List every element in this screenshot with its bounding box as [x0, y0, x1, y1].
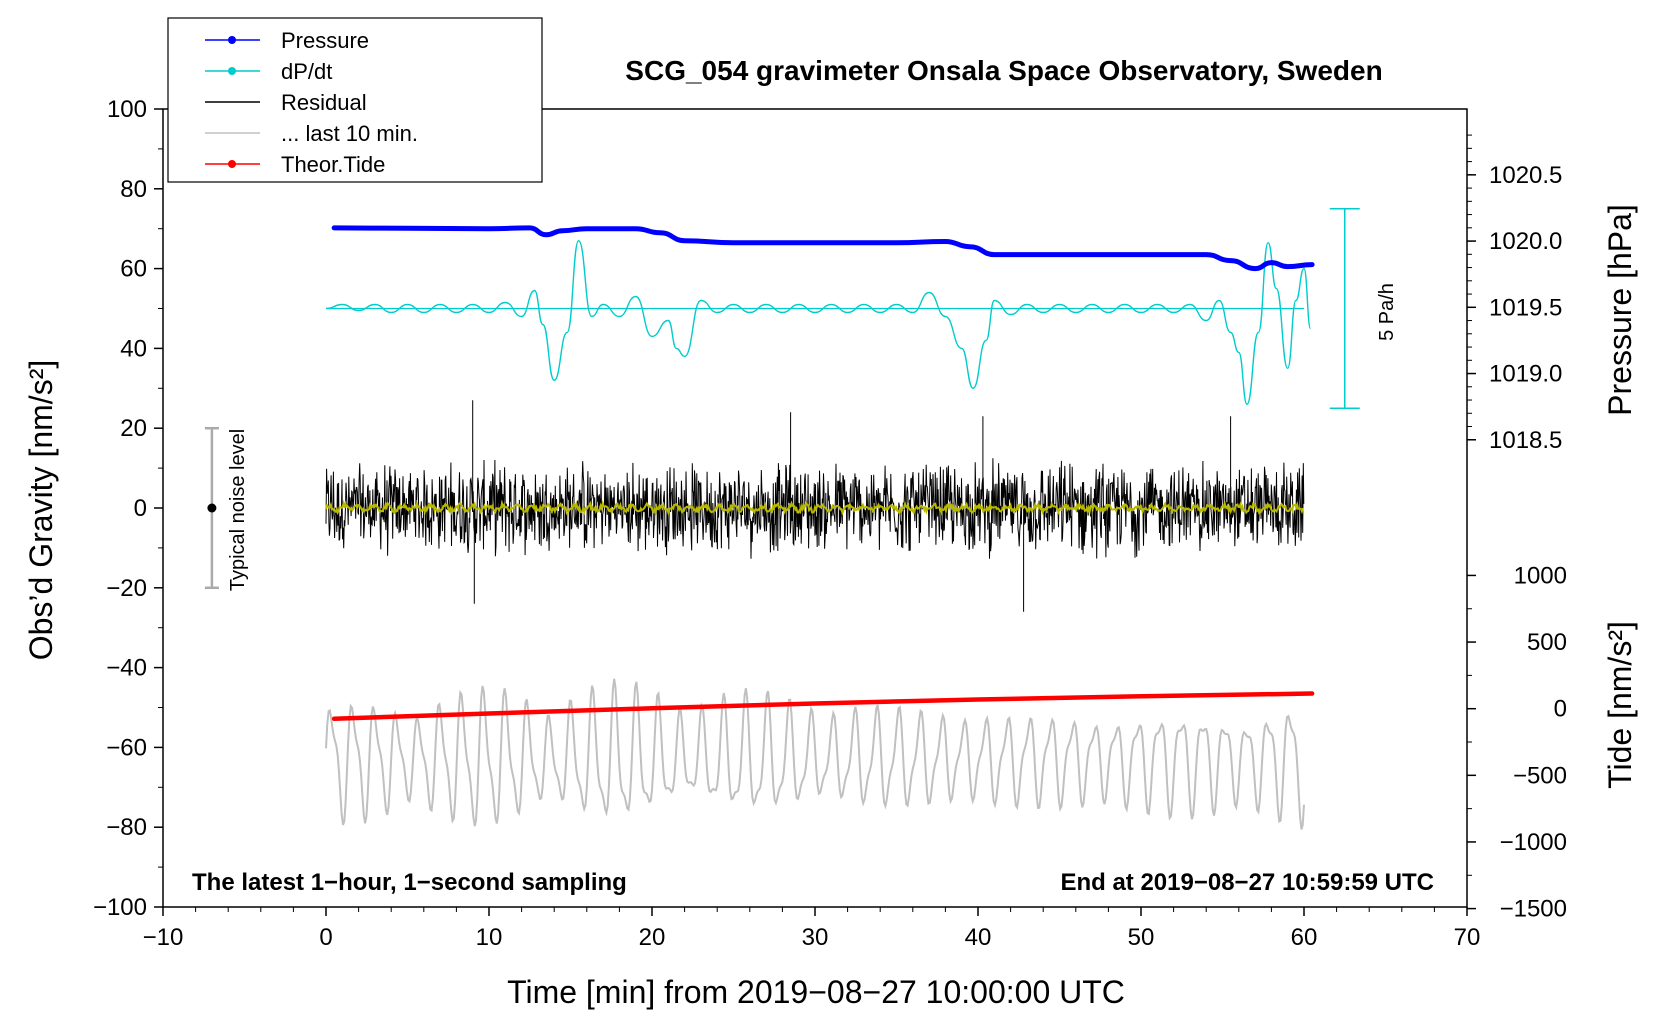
legend-box — [167, 17, 543, 183]
y-left-tick-label: −80 — [106, 814, 147, 841]
tide-tick-label: 1000 — [1514, 562, 1567, 589]
y-left-tick-label: 40 — [120, 335, 147, 362]
rate-label: 5 Pa/h — [1376, 283, 1398, 341]
y-axis-pressure-title: Pressure [hPa] — [1602, 204, 1638, 416]
y-left-tick-label: 80 — [120, 176, 147, 203]
y-left-tick-label: −60 — [106, 734, 147, 761]
series-layer — [325, 225, 1315, 830]
x-tick-label: 70 — [1454, 924, 1481, 951]
sampling-annotation: The latest 1−hour, 1−second sampling — [192, 869, 627, 896]
y-left-tick-label: 20 — [120, 415, 147, 442]
x-tick-label: 30 — [802, 924, 829, 951]
legend-swatch-marker — [228, 67, 236, 75]
legend-swatch-marker — [228, 36, 236, 44]
tide-tick-label: 0 — [1554, 696, 1567, 723]
y-left-tick-label: 0 — [134, 495, 147, 522]
typical-noise-bar — [204, 426, 219, 590]
y-axis-left-title: Obs’d Gravity [nm/s²] — [23, 360, 59, 661]
pressure-tick-label: 1018.5 — [1489, 427, 1562, 454]
legend-label: ... last 10 min. — [281, 121, 418, 146]
legend-swatch-marker — [228, 160, 236, 168]
residual-series — [325, 400, 1305, 612]
chart-title: SCG_054 gravimeter Onsala Space Observat… — [625, 55, 1382, 86]
x-tick-label: 10 — [476, 924, 503, 951]
pressure-tick-label: 1019.0 — [1489, 361, 1562, 388]
end-time-annotation: End at 2019−08−27 10:59:59 UTC — [1060, 869, 1434, 896]
y-axis-tide-title: Tide [nm/s²] — [1602, 621, 1638, 789]
theoretical-tide-series — [331, 691, 1315, 721]
pressure-tick-label: 1020.0 — [1489, 228, 1562, 255]
tide-tick-label: −1500 — [1500, 896, 1567, 923]
tide-tick-label: −1000 — [1500, 829, 1567, 856]
y-left-tick-label: −40 — [106, 655, 147, 682]
legend: Pressure dP/dt Residual ... last 10 min. The… — [167, 17, 543, 183]
rate-scale-bar — [1329, 208, 1360, 409]
legend-label: dP/dt — [281, 59, 332, 84]
legend-label: Pressure — [281, 28, 369, 53]
tick-layer: −10 0 10 20 30 40 50 60 70−100−80−60−40−20020406… — [93, 96, 1567, 951]
x-tick-label: 50 — [1128, 924, 1155, 951]
y-left-tick-label: −20 — [106, 575, 147, 602]
dpdt-series — [325, 239, 1312, 406]
y-left-tick-label: 60 — [120, 256, 147, 283]
y-left-tick-label: −100 — [93, 894, 147, 921]
x-axis-title: Time [min] from 2019−08−27 10:00:00 UTC — [507, 974, 1125, 1010]
pressure-series — [331, 225, 1315, 272]
y-left-tick-label: 100 — [107, 96, 147, 123]
noise-level-label: Typical noise level — [227, 429, 249, 591]
noise-bar-center-dot — [207, 503, 217, 513]
pressure-tick-label: 1020.5 — [1489, 162, 1562, 189]
pressure-tick-label: 1019.5 — [1489, 294, 1562, 321]
x-tick-label: 60 — [1291, 924, 1318, 951]
x-tick-label: −10 — [143, 924, 184, 951]
legend-label: Residual — [281, 90, 367, 115]
x-tick-label: 0 — [319, 924, 332, 951]
tide-tick-label: 500 — [1527, 629, 1567, 656]
legend-label: Theor.Tide — [281, 152, 385, 177]
tide-tick-label: −500 — [1513, 762, 1567, 789]
x-tick-label: 20 — [639, 924, 666, 951]
residual-smoothed-series — [325, 499, 1304, 517]
x-tick-label: 40 — [965, 924, 992, 951]
last-10min-series — [325, 678, 1305, 830]
